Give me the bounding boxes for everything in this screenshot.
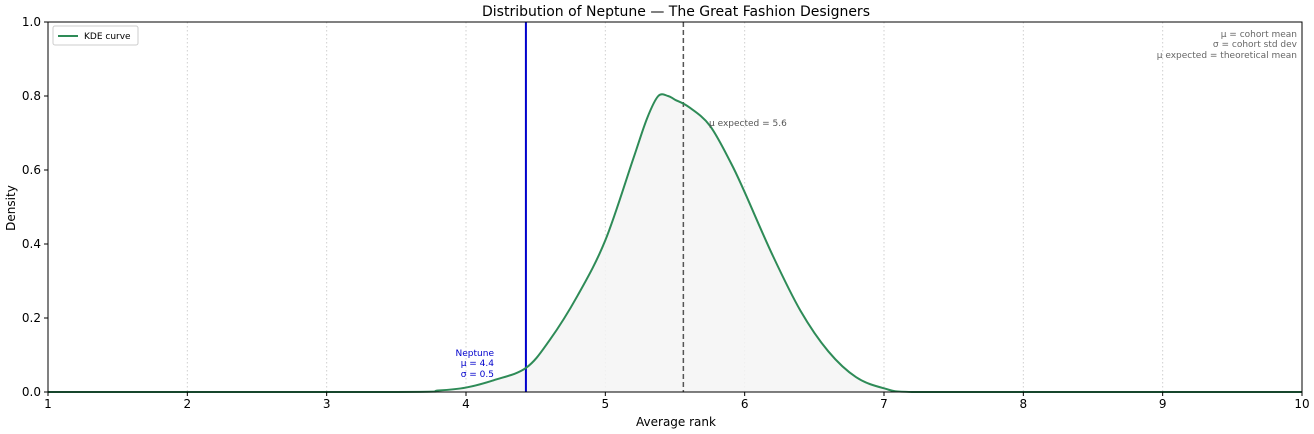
y-tick-label: 0.0 <box>22 385 41 399</box>
x-tick-label: 4 <box>462 397 470 411</box>
y-axis-label: Density <box>4 185 18 231</box>
kde-area <box>48 94 1302 392</box>
plot-frame <box>47 21 1303 393</box>
key-line-expected: μ expected = theoretical mean <box>1157 51 1297 61</box>
expected-mean-label: μ expected = 5.6 <box>709 119 787 129</box>
x-tick-label: 3 <box>323 397 331 411</box>
key-line-sigma: σ = cohort std dev <box>1213 40 1298 50</box>
cohort-sigma-label: σ = 0.5 <box>461 370 494 380</box>
legend-label: KDE curve <box>84 32 131 42</box>
x-tick-label: 9 <box>1159 397 1167 411</box>
legend-box <box>52 25 139 46</box>
y-tick-label: 1.0 <box>22 15 41 29</box>
x-tick-label: 7 <box>880 397 888 411</box>
x-tick-label: 6 <box>741 397 749 411</box>
y-tick-label: 0.6 <box>22 163 41 177</box>
key-annotation: μ = cohort mean σ = cohort std dev μ exp… <box>1157 30 1298 61</box>
x-tick-label: 2 <box>184 397 192 411</box>
x-tick-label: 5 <box>602 397 610 411</box>
x-tick-label: 1 <box>44 397 52 411</box>
key-line-mean: μ = cohort mean <box>1221 30 1297 40</box>
x-tick-label: 8 <box>1020 397 1028 411</box>
y-axis-ticks: 0.0 0.2 0.4 0.6 0.8 1.0 <box>22 15 48 399</box>
x-axis-ticks: 1 2 3 4 5 6 7 8 9 10 <box>44 392 1310 411</box>
legend: KDE curve <box>52 25 139 46</box>
reference-lines <box>524 22 685 392</box>
chart-title: Distribution of Neptune — The Great Fash… <box>482 4 870 20</box>
cohort-annotation: Neptune μ = 4.4 σ = 0.5 <box>456 349 495 380</box>
x-axis-label: Average rank <box>636 415 716 429</box>
cohort-name-label: Neptune <box>456 349 495 359</box>
y-tick-label: 0.4 <box>22 237 41 251</box>
x-tick-label: 10 <box>1294 397 1309 411</box>
y-tick-label: 0.8 <box>22 89 41 103</box>
kde-curve-line <box>48 93 1302 394</box>
y-tick-label: 0.2 <box>22 311 41 325</box>
cohort-mean-label: μ = 4.4 <box>461 359 495 369</box>
